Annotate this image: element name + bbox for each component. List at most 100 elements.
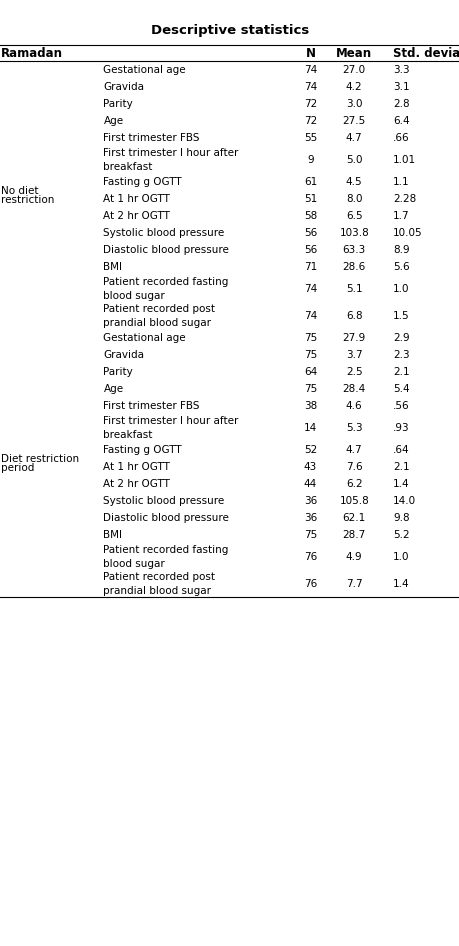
Text: 36: 36 bbox=[303, 513, 316, 523]
Text: First trimester FBS: First trimester FBS bbox=[103, 401, 200, 411]
Text: 3.0: 3.0 bbox=[345, 99, 362, 109]
Text: At 1 hr OGTT: At 1 hr OGTT bbox=[103, 194, 170, 204]
Text: Systolic blood pressure: Systolic blood pressure bbox=[103, 228, 224, 237]
Text: Systolic blood pressure: Systolic blood pressure bbox=[103, 496, 224, 506]
Text: 43: 43 bbox=[303, 462, 316, 472]
Text: 64: 64 bbox=[303, 367, 316, 377]
Text: 7.6: 7.6 bbox=[345, 462, 362, 472]
Text: period: period bbox=[1, 463, 34, 473]
Text: 28.7: 28.7 bbox=[342, 530, 365, 540]
Text: prandial blood sugar: prandial blood sugar bbox=[103, 318, 211, 328]
Text: 44: 44 bbox=[303, 479, 316, 489]
Text: Gravida: Gravida bbox=[103, 82, 144, 92]
Text: 4.6: 4.6 bbox=[345, 401, 362, 411]
Text: 14: 14 bbox=[303, 423, 316, 433]
Text: 61: 61 bbox=[303, 177, 316, 187]
Text: 14.0: 14.0 bbox=[392, 496, 415, 506]
Text: 74: 74 bbox=[303, 65, 316, 75]
Text: 1.4: 1.4 bbox=[392, 479, 409, 489]
Text: 4.9: 4.9 bbox=[345, 552, 362, 562]
Text: 2.28: 2.28 bbox=[392, 194, 416, 204]
Text: Gravida: Gravida bbox=[103, 350, 144, 359]
Text: .93: .93 bbox=[392, 423, 409, 433]
Text: First trimester I hour after: First trimester I hour after bbox=[103, 416, 238, 426]
Text: BMI: BMI bbox=[103, 262, 122, 272]
Text: Age: Age bbox=[103, 384, 123, 394]
Text: First trimester I hour after: First trimester I hour after bbox=[103, 148, 238, 158]
Text: 36: 36 bbox=[303, 496, 316, 506]
Text: Ramadan: Ramadan bbox=[1, 47, 63, 60]
Text: 7.7: 7.7 bbox=[345, 579, 362, 589]
Text: No diet: No diet bbox=[1, 186, 39, 196]
Text: .56: .56 bbox=[392, 401, 409, 411]
Text: 5.1: 5.1 bbox=[345, 284, 362, 294]
Text: 5.6: 5.6 bbox=[392, 262, 409, 272]
Text: 4.5: 4.5 bbox=[345, 177, 362, 187]
Text: 72: 72 bbox=[303, 116, 316, 126]
Text: 75: 75 bbox=[303, 384, 316, 394]
Text: .64: .64 bbox=[392, 445, 409, 455]
Text: 5.2: 5.2 bbox=[392, 530, 409, 540]
Text: Patient recorded fasting: Patient recorded fasting bbox=[103, 277, 229, 287]
Text: 55: 55 bbox=[303, 132, 316, 143]
Text: breakfast: breakfast bbox=[103, 429, 152, 440]
Text: 6.2: 6.2 bbox=[345, 479, 362, 489]
Text: 3.3: 3.3 bbox=[392, 65, 409, 75]
Text: 6.4: 6.4 bbox=[392, 116, 409, 126]
Text: BMI: BMI bbox=[103, 530, 122, 540]
Text: Patient recorded post: Patient recorded post bbox=[103, 572, 215, 582]
Text: 1.5: 1.5 bbox=[392, 311, 409, 321]
Text: 28.4: 28.4 bbox=[342, 384, 365, 394]
Text: 27.0: 27.0 bbox=[342, 65, 365, 75]
Text: 3.1: 3.1 bbox=[392, 82, 409, 92]
Text: 6.5: 6.5 bbox=[345, 211, 362, 221]
Text: 74: 74 bbox=[303, 311, 316, 321]
Text: 27.9: 27.9 bbox=[342, 333, 365, 342]
Text: 5.0: 5.0 bbox=[345, 155, 362, 165]
Text: Fasting g OGTT: Fasting g OGTT bbox=[103, 445, 182, 455]
Text: 74: 74 bbox=[303, 82, 316, 92]
Text: 38: 38 bbox=[303, 401, 316, 411]
Text: Patient recorded post: Patient recorded post bbox=[103, 304, 215, 314]
Text: 2.1: 2.1 bbox=[392, 367, 409, 377]
Text: 1.7: 1.7 bbox=[392, 211, 409, 221]
Text: 27.5: 27.5 bbox=[342, 116, 365, 126]
Text: 76: 76 bbox=[303, 552, 316, 562]
Text: Age: Age bbox=[103, 116, 123, 126]
Text: blood sugar: blood sugar bbox=[103, 559, 165, 569]
Text: prandial blood sugar: prandial blood sugar bbox=[103, 586, 211, 596]
Text: 72: 72 bbox=[303, 99, 316, 109]
Text: 1.0: 1.0 bbox=[392, 552, 409, 562]
Text: 56: 56 bbox=[303, 228, 316, 237]
Text: 52: 52 bbox=[303, 445, 316, 455]
Text: First trimester FBS: First trimester FBS bbox=[103, 132, 200, 143]
Text: 2.3: 2.3 bbox=[392, 350, 409, 359]
Text: Fasting g OGTT: Fasting g OGTT bbox=[103, 177, 182, 187]
Text: 2.8: 2.8 bbox=[392, 99, 409, 109]
Text: Gestational age: Gestational age bbox=[103, 65, 186, 75]
Text: 63.3: 63.3 bbox=[342, 245, 365, 254]
Text: 10.05: 10.05 bbox=[392, 228, 422, 237]
Text: Descriptive statistics: Descriptive statistics bbox=[151, 24, 308, 37]
Text: 58: 58 bbox=[303, 211, 316, 221]
Text: 4.2: 4.2 bbox=[345, 82, 362, 92]
Text: 5.4: 5.4 bbox=[392, 384, 409, 394]
Text: 51: 51 bbox=[303, 194, 316, 204]
Text: 103.8: 103.8 bbox=[339, 228, 368, 237]
Text: At 1 hr OGTT: At 1 hr OGTT bbox=[103, 462, 170, 472]
Text: Gestational age: Gestational age bbox=[103, 333, 186, 342]
Text: 28.6: 28.6 bbox=[342, 262, 365, 272]
Text: Mean: Mean bbox=[336, 47, 371, 60]
Text: Parity: Parity bbox=[103, 367, 133, 377]
Text: At 2 hr OGTT: At 2 hr OGTT bbox=[103, 211, 170, 221]
Text: 3.7: 3.7 bbox=[345, 350, 362, 359]
Text: Patient recorded fasting: Patient recorded fasting bbox=[103, 545, 229, 555]
Text: 5.3: 5.3 bbox=[345, 423, 362, 433]
Text: 8.9: 8.9 bbox=[392, 245, 409, 254]
Text: 9: 9 bbox=[307, 155, 313, 165]
Text: restriction: restriction bbox=[1, 195, 54, 205]
Text: 1.0: 1.0 bbox=[392, 284, 409, 294]
Text: .66: .66 bbox=[392, 132, 409, 143]
Text: 75: 75 bbox=[303, 530, 316, 540]
Text: 56: 56 bbox=[303, 245, 316, 254]
